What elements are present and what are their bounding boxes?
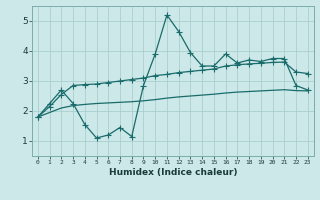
X-axis label: Humidex (Indice chaleur): Humidex (Indice chaleur): [108, 168, 237, 177]
